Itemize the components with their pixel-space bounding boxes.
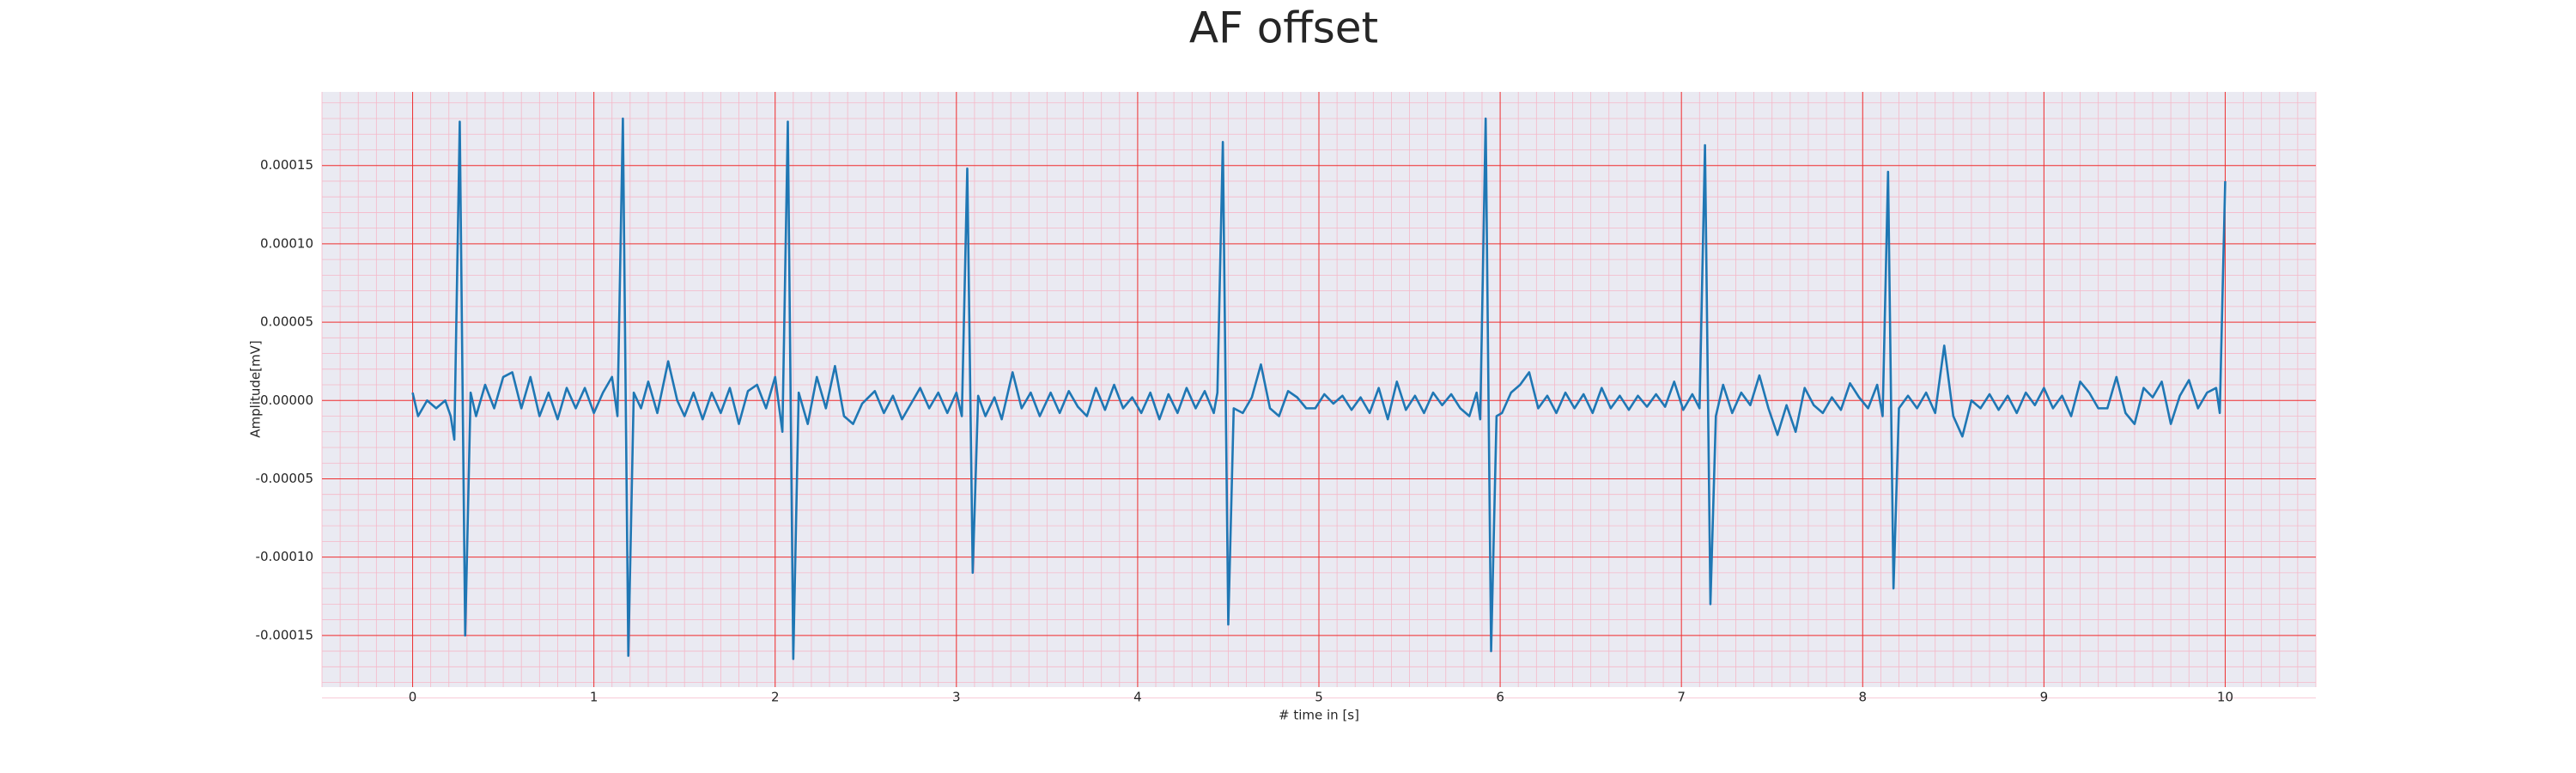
y-tick-label: -0.00005 bbox=[256, 471, 313, 486]
x-tick-label: 2 bbox=[771, 690, 780, 705]
x-tick-label: 9 bbox=[2040, 690, 2049, 705]
x-tick-label: 6 bbox=[1496, 690, 1504, 705]
y-tick-label: 0.00010 bbox=[260, 235, 313, 251]
y-tick-label: 0.00000 bbox=[260, 393, 313, 408]
x-axis-label: # time in [s] bbox=[1279, 708, 1359, 723]
x-tick-label: 0 bbox=[409, 690, 417, 705]
signal-line bbox=[411, 117, 2227, 660]
y-axis-label: Amplitude[mV] bbox=[248, 340, 264, 437]
x-tick-label: 3 bbox=[952, 690, 961, 705]
x-tick-label: 1 bbox=[590, 690, 598, 705]
x-tick-label: 10 bbox=[2217, 690, 2233, 705]
y-tick-label: -0.00010 bbox=[256, 549, 313, 564]
x-tick-label: 8 bbox=[1858, 690, 1867, 705]
chart-title: AF offset bbox=[1189, 3, 1378, 53]
x-tick-label: 7 bbox=[1677, 690, 1686, 705]
y-tick-label: -0.00015 bbox=[256, 627, 313, 642]
y-tick-label: 0.00015 bbox=[260, 157, 313, 173]
x-tick-label: 5 bbox=[1315, 690, 1323, 705]
y-tick-label: 0.00005 bbox=[260, 314, 313, 330]
x-tick-label: 4 bbox=[1133, 690, 1142, 705]
